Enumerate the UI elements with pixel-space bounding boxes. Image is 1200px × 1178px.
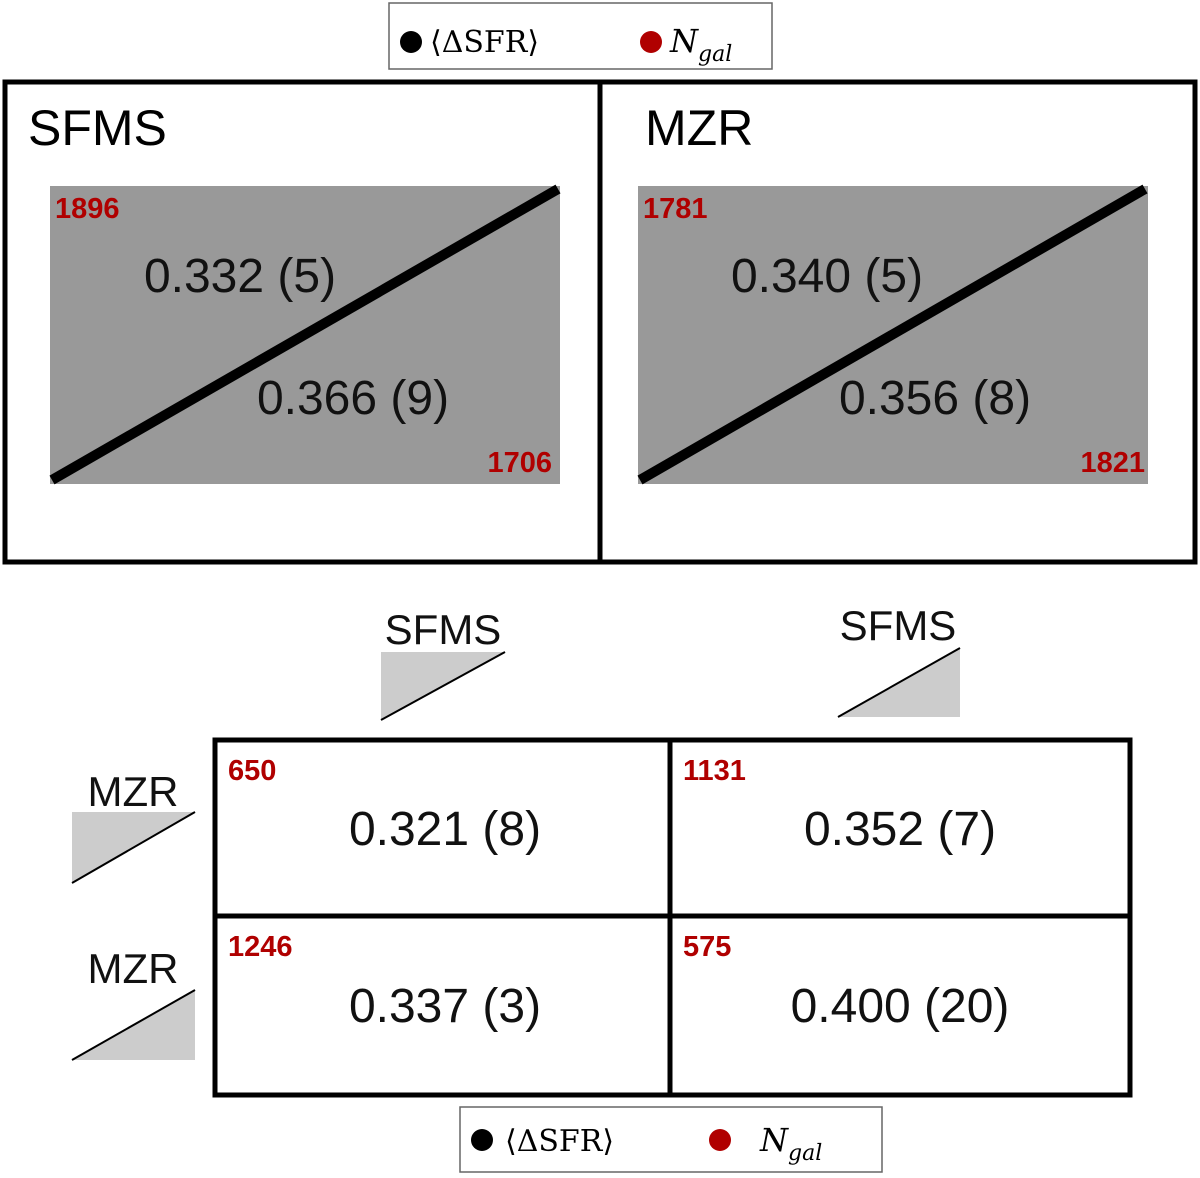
column-header: SFMS — [385, 606, 502, 653]
count: 1896 — [55, 193, 120, 225]
value: 0.352 (7) — [804, 803, 996, 856]
legend-swatch — [640, 31, 662, 53]
legend-label: ⟨ΔSFR⟩ — [505, 1124, 614, 1159]
grid-cells: 650 0.321 (8) 1131 0.352 (7) 1246 0.337 (3) 57… — [228, 755, 1009, 1033]
legend-label: ⟨ΔSFR⟩ — [430, 25, 539, 60]
value: 0.321 (8) — [349, 803, 541, 856]
icon-line — [837, 647, 961, 718]
value: 0.332 (5) — [144, 250, 336, 303]
row-header: MZR — [88, 945, 179, 992]
panel-title: MZR — [645, 100, 753, 156]
panel: SFMS 1896 0.332 (5) 0.366 (9) 1706 — [28, 100, 561, 485]
legend-bottom: ⟨ΔSFR⟩ Ngal — [459, 1106, 883, 1173]
count: 1781 — [643, 193, 708, 225]
legend-box — [388, 2, 773, 70]
value: 0.366 (9) — [257, 372, 449, 425]
count: 575 — [683, 931, 731, 963]
value: 0.400 (20) — [791, 980, 1010, 1033]
count: 1246 — [228, 931, 293, 963]
column-header: SFMS — [840, 602, 957, 649]
diagonal — [637, 184, 1148, 485]
diagonal — [49, 184, 561, 485]
count: 1131 — [683, 755, 746, 787]
legend-top: ⟨ΔSFR⟩ Ngal — [388, 2, 773, 70]
icon-line — [71, 989, 196, 1061]
legend-label: Ngal — [669, 22, 732, 67]
legend-label: Ngal — [759, 1121, 822, 1166]
legend-swatch — [400, 31, 422, 53]
count: 650 — [228, 755, 276, 787]
value: 0.340 (5) — [731, 250, 923, 303]
legend-box — [459, 1106, 883, 1173]
panel: MZR 1781 0.340 (5) 0.356 (8) 1821 — [637, 100, 1148, 485]
value: 0.337 (3) — [349, 980, 541, 1033]
legend-swatch — [471, 1129, 493, 1151]
count: 1706 — [487, 447, 552, 479]
count: 1821 — [1080, 447, 1145, 479]
icon-line — [380, 651, 506, 721]
row-header: MZR — [88, 768, 179, 815]
panel-title: SFMS — [28, 100, 167, 156]
icon-line — [71, 811, 196, 884]
legend-swatch — [709, 1129, 731, 1151]
value: 0.356 (8) — [839, 372, 1031, 425]
